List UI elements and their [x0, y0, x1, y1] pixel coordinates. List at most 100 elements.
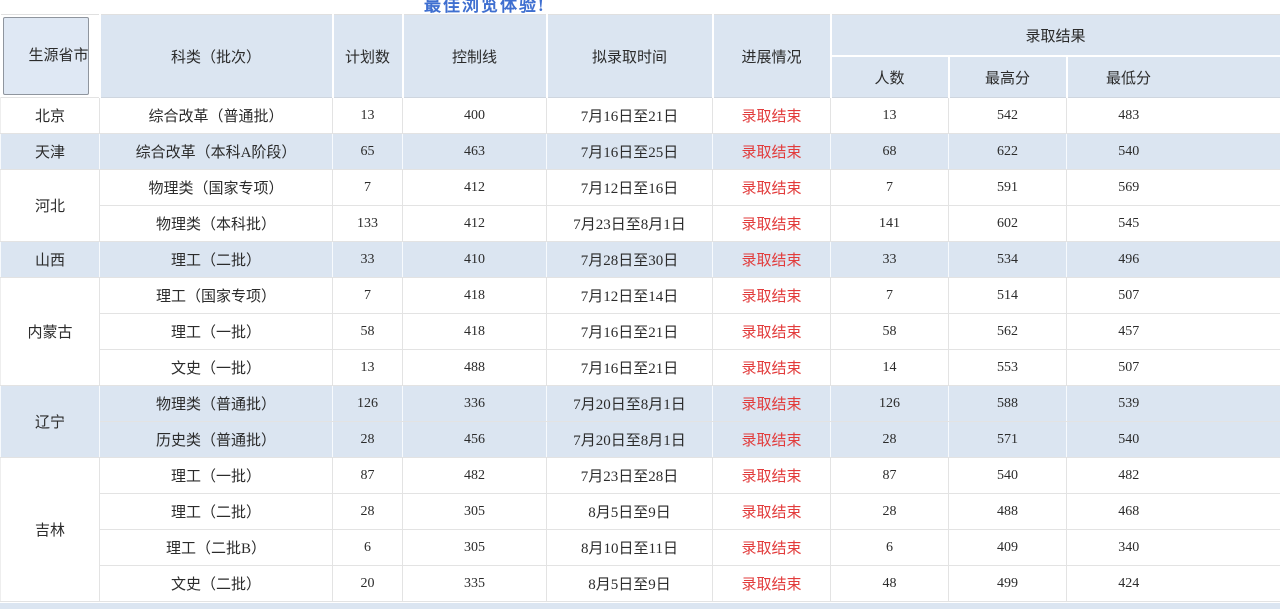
control-line-cell: 418 [403, 314, 547, 350]
admission-time-cell: 7月20日至8月1日 [547, 422, 713, 458]
progress-status-cell: 录取结束 [713, 98, 831, 134]
progress-status-cell: 录取结束 [713, 566, 831, 602]
min-score-cell: 507 [1067, 350, 1280, 386]
admitted-count-cell: 33 [831, 242, 949, 278]
max-score-cell: 562 [949, 314, 1067, 350]
plan-count-cell: 28 [333, 422, 403, 458]
plan-count-cell: 7 [333, 278, 403, 314]
admitted-count-cell: 28 [831, 494, 949, 530]
max-score-cell: 571 [949, 422, 1067, 458]
plan-count-cell: 6 [333, 530, 403, 566]
plan-count-cell: 87 [333, 458, 403, 494]
category-cell: 理工（国家专项） [100, 278, 333, 314]
progress-status-cell: 录取结束 [713, 134, 831, 170]
control-line-cell: 305 [403, 530, 547, 566]
max-score-cell: 553 [949, 350, 1067, 386]
admission-time-cell: 7月23日至8月1日 [547, 206, 713, 242]
plan-count-cell: 65 [333, 134, 403, 170]
max-score-cell: 540 [949, 458, 1067, 494]
progress-status-cell: 录取结束 [713, 170, 831, 206]
control-line-cell: 410 [403, 242, 547, 278]
plan-count-cell: 58 [333, 314, 403, 350]
max-score-cell: 409 [949, 530, 1067, 566]
admitted-count-cell: 7 [831, 278, 949, 314]
admission-time-cell: 7月16日至21日 [547, 314, 713, 350]
plan-count-cell: 126 [333, 386, 403, 422]
admission-time-cell: 7月16日至21日 [547, 350, 713, 386]
province-header-box: 生源省市 [3, 17, 89, 95]
control-line-cell: 488 [403, 350, 547, 386]
category-cell: 理工（二批） [100, 242, 333, 278]
min-score-cell: 540 [1067, 422, 1280, 458]
category-cell: 综合改革（本科A阶段） [100, 134, 333, 170]
min-score-cell: 540 [1067, 134, 1280, 170]
progress-status-cell: 录取结束 [713, 386, 831, 422]
min-score-cell: 424 [1067, 566, 1280, 602]
province-cell: 内蒙古 [1, 278, 100, 386]
progress-status-cell: 录取结束 [713, 422, 831, 458]
category-cell: 文史（二批） [100, 566, 333, 602]
admitted-count-cell: 87 [831, 458, 949, 494]
header-admitted-count: 人数 [831, 56, 949, 98]
category-cell: 理工（二批） [100, 494, 333, 530]
province-cell: 北京 [1, 98, 100, 134]
header-plan-count: 计划数 [333, 15, 403, 98]
admission-results-table: 生源省市 科类（批次） 计划数 控制线 拟录取时间 进展情况 录取结果 人数 最… [0, 14, 1280, 602]
province-cell: 山西 [1, 242, 100, 278]
progress-status-cell: 录取结束 [713, 350, 831, 386]
top-link[interactable]: 最佳浏览体验! [424, 0, 546, 14]
admitted-count-cell: 58 [831, 314, 949, 350]
min-score-cell: 468 [1067, 494, 1280, 530]
header-result-group: 录取结果 [831, 15, 1280, 57]
min-score-cell: 496 [1067, 242, 1280, 278]
admission-time-cell: 7月16日至21日 [547, 98, 713, 134]
admission-time-cell: 7月28日至30日 [547, 242, 713, 278]
max-score-cell: 602 [949, 206, 1067, 242]
control-line-cell: 463 [403, 134, 547, 170]
control-line-cell: 456 [403, 422, 547, 458]
admission-time-cell: 8月5日至9日 [547, 494, 713, 530]
min-score-cell: 539 [1067, 386, 1280, 422]
plan-count-cell: 33 [333, 242, 403, 278]
control-line-cell: 400 [403, 98, 547, 134]
max-score-cell: 542 [949, 98, 1067, 134]
header-admission-time: 拟录取时间 [547, 15, 713, 98]
admitted-count-cell: 141 [831, 206, 949, 242]
plan-count-cell: 13 [333, 350, 403, 386]
plan-count-cell: 28 [333, 494, 403, 530]
admitted-count-cell: 126 [831, 386, 949, 422]
progress-status-cell: 录取结束 [713, 206, 831, 242]
header-min-score: 最低分 [1067, 56, 1280, 98]
max-score-cell: 622 [949, 134, 1067, 170]
header-progress-status: 进展情况 [713, 15, 831, 98]
table-header: 生源省市 科类（批次） 计划数 控制线 拟录取时间 进展情况 录取结果 人数 最… [1, 15, 1280, 98]
category-cell: 物理类（普通批） [100, 386, 333, 422]
admission-time-cell: 8月10日至11日 [547, 530, 713, 566]
progress-status-cell: 录取结束 [713, 494, 831, 530]
progress-status-cell: 录取结束 [713, 242, 831, 278]
max-score-cell: 591 [949, 170, 1067, 206]
plan-count-cell: 133 [333, 206, 403, 242]
progress-status-cell: 录取结束 [713, 314, 831, 350]
progress-status-cell: 录取结束 [713, 278, 831, 314]
control-line-cell: 336 [403, 386, 547, 422]
max-score-cell: 534 [949, 242, 1067, 278]
progress-status-cell: 录取结束 [713, 458, 831, 494]
control-line-cell: 305 [403, 494, 547, 530]
admitted-count-cell: 28 [831, 422, 949, 458]
admitted-count-cell: 14 [831, 350, 949, 386]
admission-time-cell: 7月20日至8月1日 [547, 386, 713, 422]
min-score-cell: 545 [1067, 206, 1280, 242]
min-score-cell: 569 [1067, 170, 1280, 206]
